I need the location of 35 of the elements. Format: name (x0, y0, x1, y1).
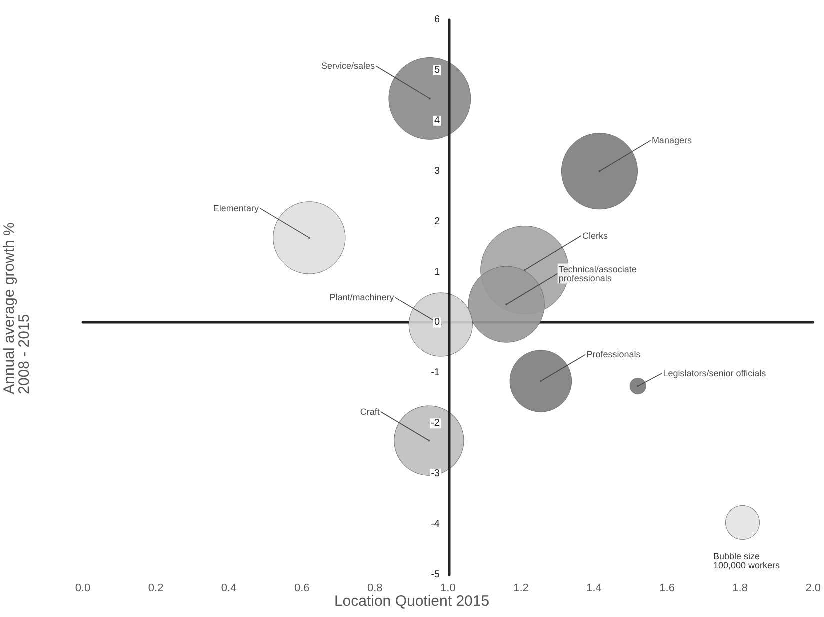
x-tick-label: 0.8 (367, 582, 383, 594)
annotation: Professionals (586, 350, 642, 360)
y-tick-label: -1 (431, 368, 440, 379)
y-tick-label: 5 (434, 64, 440, 76)
x-tick-label: 1.6 (660, 582, 675, 594)
y-tick-label: 0 (434, 317, 440, 328)
x-tick-label: 1.8 (732, 582, 748, 594)
y-tick-label: -5 (431, 570, 440, 580)
annotation: Elementary (213, 203, 260, 214)
y-tick-label: 1 (434, 266, 440, 278)
annotation: Service/sales (322, 61, 376, 72)
y-tick-label: 6 (434, 14, 440, 26)
x-tick-label: 1.4 (586, 582, 602, 594)
y-axis-title: Annual average growth % 2008 - 2015 (1, 222, 33, 394)
y-tick-label: -3 (431, 468, 440, 480)
annotation: Managers (652, 136, 692, 146)
annotation: Craft (360, 406, 380, 417)
annotation: Legislators/senior officials (663, 368, 767, 379)
x-tick-label: 1.2 (514, 582, 529, 594)
annotation: Technical/associate professionals (558, 264, 637, 284)
x-axis-title: Location Quotient 2015 (334, 593, 490, 610)
y-tick-label: 4 (434, 115, 440, 126)
y-tick-label: -4 (431, 519, 440, 530)
y-tick-label: -2 (431, 418, 440, 430)
x-tick-label: 0.2 (148, 582, 164, 594)
annotation: Plant/machinery (330, 292, 395, 303)
annotation: Clerks (582, 230, 608, 241)
x-tick-label: 0.0 (75, 582, 91, 594)
x-tick-label: 0.4 (221, 582, 237, 594)
y-tick-label: 3 (434, 166, 440, 177)
x-tick-label: 0.6 (294, 582, 310, 594)
y-tick-label: 2 (434, 216, 440, 228)
x-tick-label: 1.0 (440, 582, 456, 594)
legend-label: Bubble size 100,000 workers (713, 552, 780, 570)
x-tick-label: 2.0 (806, 582, 822, 594)
